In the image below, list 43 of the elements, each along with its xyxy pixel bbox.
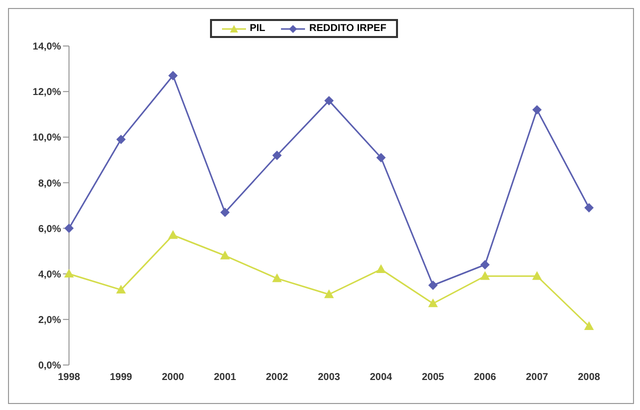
point — [168, 71, 178, 80]
x-tick-label: 2007 — [526, 372, 549, 384]
point — [324, 290, 334, 298]
y-tick-label: 6,0% — [38, 224, 62, 235]
x-tick-label: 2004 — [370, 372, 393, 384]
x-tick-label: 2002 — [266, 372, 289, 384]
point — [480, 260, 490, 270]
x-tick-label: 2005 — [422, 372, 445, 384]
x-tick-label: 2008 — [578, 372, 601, 384]
point — [480, 272, 490, 280]
point — [220, 251, 230, 260]
x-tick-label: 2000 — [162, 372, 185, 384]
y-tick-label: 12,0% — [32, 87, 62, 98]
point — [532, 272, 542, 280]
point — [428, 280, 438, 290]
point — [376, 264, 386, 273]
y-tick-label: 4,0% — [38, 269, 62, 280]
legend-label: PIL — [248, 23, 266, 34]
point — [116, 285, 126, 294]
point — [584, 322, 594, 330]
point — [376, 153, 386, 162]
point — [116, 134, 126, 144]
point — [272, 274, 282, 282]
x-tick-label: 2003 — [318, 372, 341, 384]
y-tick-label: 8,0% — [38, 178, 62, 190]
point — [428, 298, 438, 308]
point — [324, 96, 334, 106]
x-tick-label: 1999 — [110, 372, 133, 384]
point — [64, 224, 74, 233]
legend-label: REDDITO IRPEF — [308, 23, 386, 34]
y-tick-label: 2,0% — [38, 314, 62, 326]
point — [64, 269, 74, 278]
point — [532, 105, 542, 114]
point — [168, 230, 178, 239]
x-tick-label: 2006 — [474, 372, 497, 384]
x-tick-label: 2001 — [214, 372, 237, 384]
point — [584, 203, 594, 212]
x-tick-label: 1998 — [58, 372, 81, 384]
y-tick-label: 0,0% — [38, 360, 62, 372]
point — [220, 208, 230, 217]
point — [272, 150, 282, 160]
y-tick-label: 14,0% — [32, 42, 62, 53]
y-tick-label: 10,0% — [32, 132, 62, 144]
